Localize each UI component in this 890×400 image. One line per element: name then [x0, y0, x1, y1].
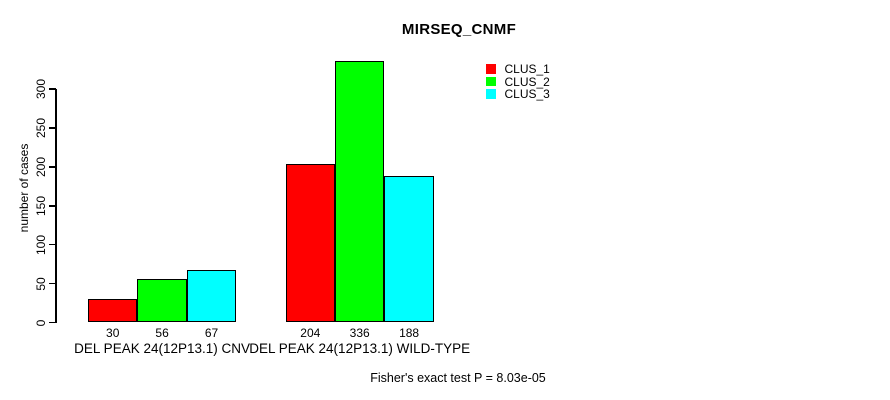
y-axis-tick-label: 100: [34, 234, 48, 255]
y-axis-tick: [49, 321, 56, 324]
bar-value-label: 336: [349, 326, 370, 340]
bar-clus_3-group1: [186, 270, 237, 323]
category-label: DEL PEAK 24(12P13.1) WILD-TYPE: [249, 341, 471, 356]
legend-swatch: [486, 64, 496, 74]
y-axis-tick-label: 250: [34, 117, 48, 138]
y-axis-tick: [49, 243, 56, 246]
bar-clus_3-group2: [384, 176, 434, 323]
chart-title: MIRSEQ_CNMF: [401, 21, 517, 38]
y-axis-tick-label: 150: [34, 195, 48, 216]
legend-swatch: [486, 76, 496, 87]
y-axis-tick: [49, 88, 56, 90]
y-axis-tick: [49, 127, 56, 129]
legend-swatch: [486, 89, 496, 99]
bar-clus_1-group2: [285, 163, 335, 323]
y-axis-tick: [49, 205, 56, 207]
legend-item-clus_2: CLUS_2: [486, 74, 550, 89]
y-axis-tick-label: 300: [34, 78, 48, 100]
y-axis-line: [55, 88, 57, 323]
bar-value-label: 30: [106, 326, 120, 340]
legend-label: CLUS_3: [504, 86, 550, 101]
legend-item-clus_3: CLUS_3: [486, 88, 550, 100]
legend-label: CLUS_2: [504, 74, 550, 89]
bar-clus_1-group1: [88, 299, 138, 323]
y-axis-tick-label: 0: [34, 319, 48, 326]
y-axis-tick-label: 50: [34, 276, 48, 291]
y-axis-tick: [49, 166, 56, 168]
y-axis-tick: [49, 282, 56, 285]
y-axis-label: number of cases: [17, 143, 31, 233]
category-label: DEL PEAK 24(12P13.1) CNV: [74, 341, 251, 356]
bar-clus_2-group1: [137, 278, 187, 323]
bar-clus_2-group2: [335, 60, 385, 323]
bar-value-label: 188: [399, 326, 420, 340]
footer-note: Fisher's exact test P = 8.03e-05: [370, 371, 546, 385]
y-axis-tick-label: 200: [34, 156, 48, 177]
bar-value-label: 204: [300, 326, 321, 340]
legend-label: CLUS_1: [504, 62, 550, 77]
bar-value-label: 67: [204, 326, 219, 340]
legend: CLUS_1 CLUS_2 CLUS_3: [486, 63, 550, 100]
bar-value-label: 56: [155, 326, 169, 340]
legend-item-clus_1: CLUS_1: [486, 63, 550, 75]
